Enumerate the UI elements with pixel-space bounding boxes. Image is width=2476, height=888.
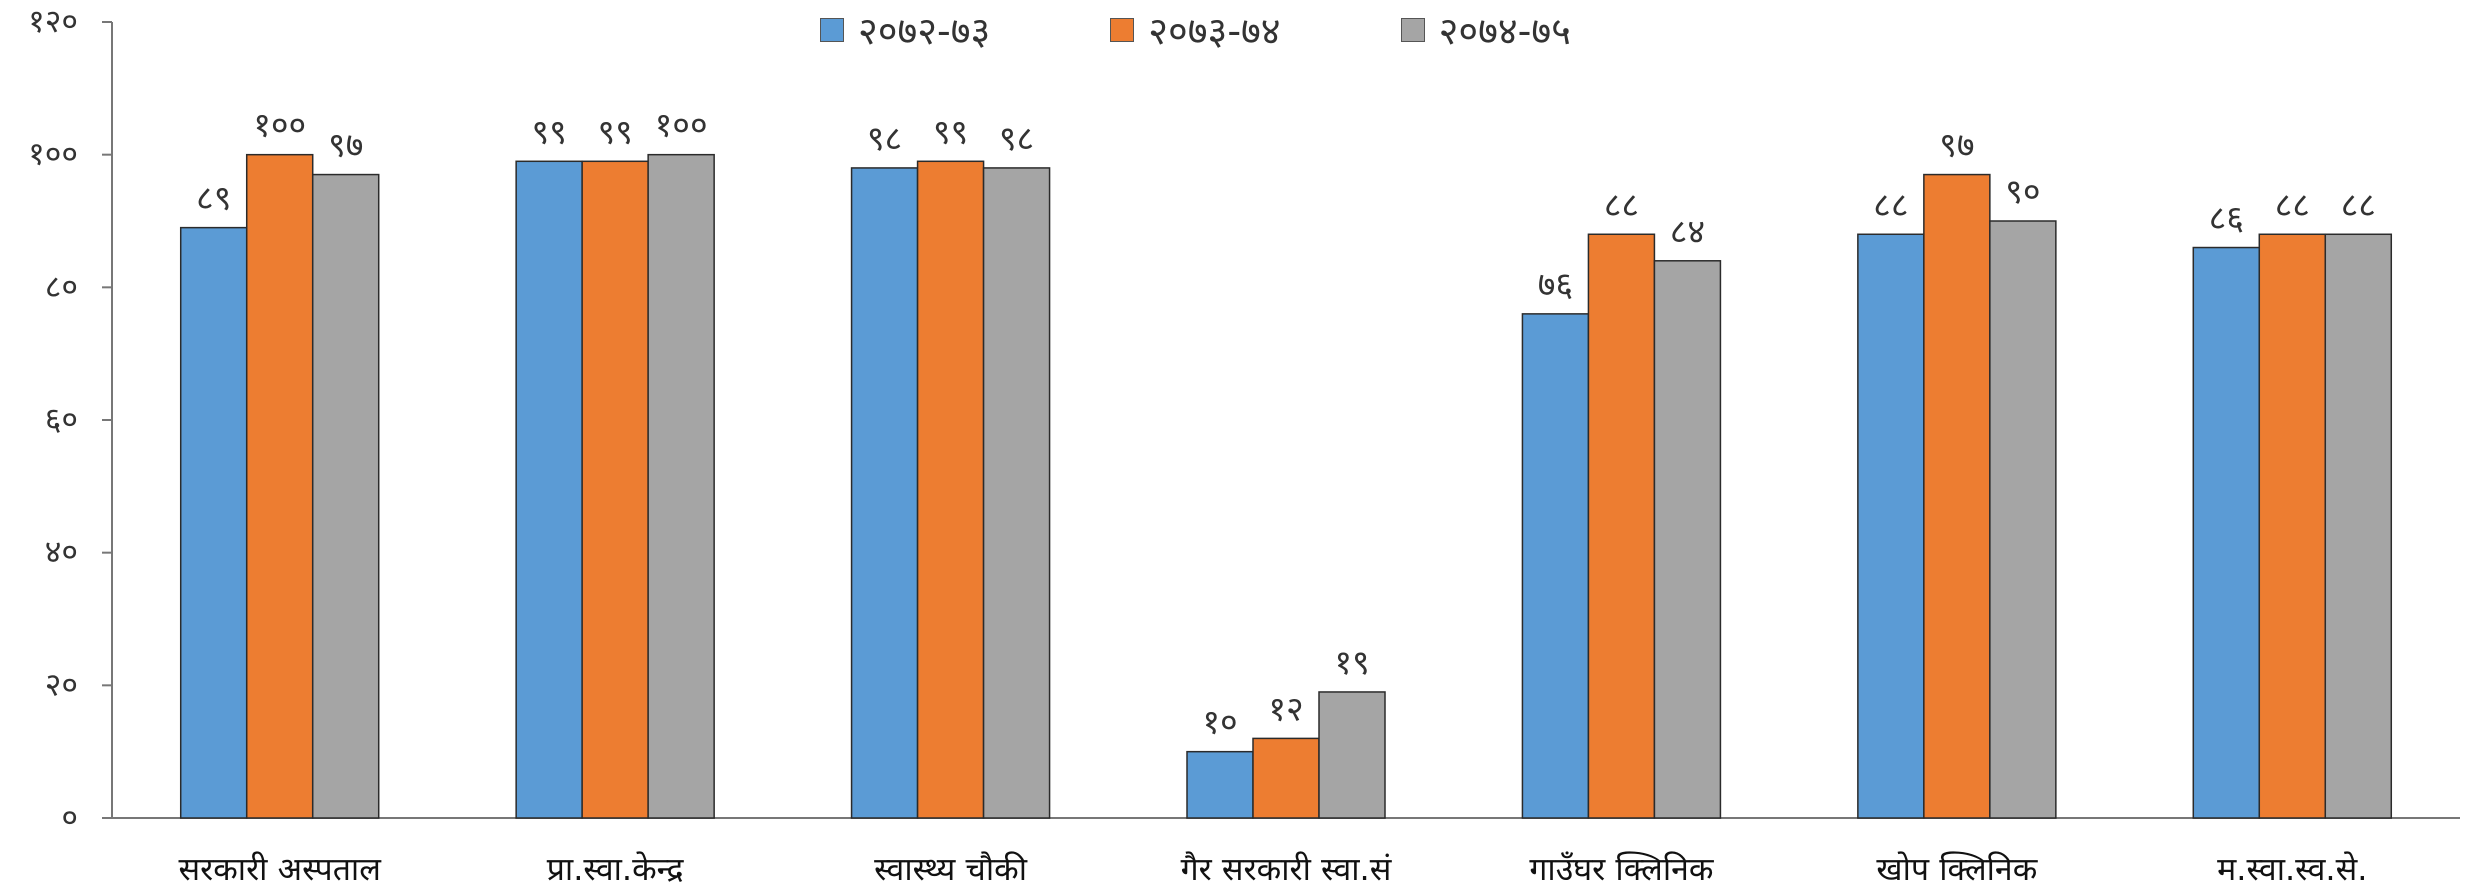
legend-swatch-2 (1110, 18, 1135, 42)
category-label: गाउँघर क्लिनिक (1529, 850, 1714, 888)
bar (1252, 737, 1320, 819)
y-tick-label: ८० (45, 267, 78, 305)
y-tick-label: ६० (45, 400, 78, 438)
data-label: ९८ (999, 119, 1034, 159)
data-label: १० (1202, 703, 1237, 743)
bar (647, 153, 715, 819)
legend-label-1: २०७२-७३ (858, 9, 991, 53)
category-label: प्रा.स्वा.केन्द्र (547, 850, 685, 888)
category-label: सरकारी अस्पताल (178, 850, 382, 888)
category-label: खोप क्लिनिक (1876, 850, 2038, 888)
legend: २०७२-७३ २०७३-७४ २०७४-७५ (820, 4, 1571, 56)
category-labels: सरकारी अस्पताल प्रा.स्वा.केन्द्र स्वास्थ्य… (178, 850, 2367, 888)
bar (1923, 173, 1991, 819)
category-label: स्वास्थ्य चौकी (874, 850, 1028, 888)
bar (245, 153, 314, 819)
data-label: ९८ (867, 119, 902, 159)
data-labels: ८९ १०० ९७ ९९ ९९ १०० ९८ ९९ ९८ १० १२ १९ ७६ ८८ ८४ ८८ ९७ ९० ८६… (196, 106, 2376, 743)
legend-label-2: २०७३-७४ (1148, 9, 1281, 53)
data-label: ९७ (1939, 126, 1974, 166)
data-label: ८८ (1873, 185, 1908, 225)
data-label: १०० (655, 106, 708, 146)
data-label: १९ (1334, 643, 1369, 683)
data-label: ९९ (531, 112, 566, 152)
y-tick-label: १०० (28, 135, 78, 173)
data-label: १०० (253, 106, 306, 146)
bar (581, 160, 649, 819)
bar (1186, 750, 1254, 819)
bar (179, 226, 248, 819)
data-label: ९७ (328, 126, 363, 166)
data-label: ८४ (1670, 212, 1705, 252)
bar (1318, 691, 1386, 819)
bar (982, 167, 1051, 819)
y-tick-label: ४० (45, 533, 78, 571)
y-tick-label: ० (61, 798, 78, 836)
bar (916, 160, 985, 819)
bar (2258, 233, 2327, 819)
legend-swatch-1 (820, 18, 844, 42)
y-tick-label: १२० (28, 2, 78, 40)
legend-item-series-1[interactable]: २०७२-७३ (820, 4, 990, 56)
bar (1587, 233, 1656, 819)
legend-swatch-3 (1400, 18, 1425, 42)
bar (2192, 246, 2261, 819)
legend-item-series-3[interactable]: २०७४-७५ (1400, 4, 1571, 56)
bar (1521, 313, 1590, 819)
legend-label-3: २०७४-७५ (1438, 9, 1571, 53)
bar (1989, 220, 2057, 819)
bar (2324, 233, 2393, 819)
bar (850, 167, 919, 819)
category-label: म.स्वा.स्व.से. (2217, 850, 2367, 888)
bar (515, 160, 583, 819)
data-label: १२ (1268, 689, 1303, 729)
bars (179, 153, 2393, 819)
data-label: ८८ (2275, 185, 2310, 225)
category-label: गैर सरकारी स्वा.सं (1181, 850, 1393, 888)
bar (1653, 260, 1722, 819)
bar (311, 173, 380, 819)
y-axis-ticks: ० २० ४० ६० ८० १०० १२० (28, 2, 112, 836)
data-label: ९० (2005, 172, 2040, 212)
data-label: ९९ (933, 112, 968, 152)
data-label: ८९ (196, 179, 231, 219)
data-label: ८८ (1604, 185, 1639, 225)
data-label: ८८ (2341, 185, 2376, 225)
legend-item-series-2[interactable]: २०७३-७४ (1110, 4, 1281, 56)
y-tick-label: २० (45, 665, 78, 703)
data-label: ९९ (597, 112, 632, 152)
data-label: ७६ (1538, 265, 1573, 305)
data-label: ८६ (2209, 199, 2244, 239)
bar (1857, 233, 1925, 819)
